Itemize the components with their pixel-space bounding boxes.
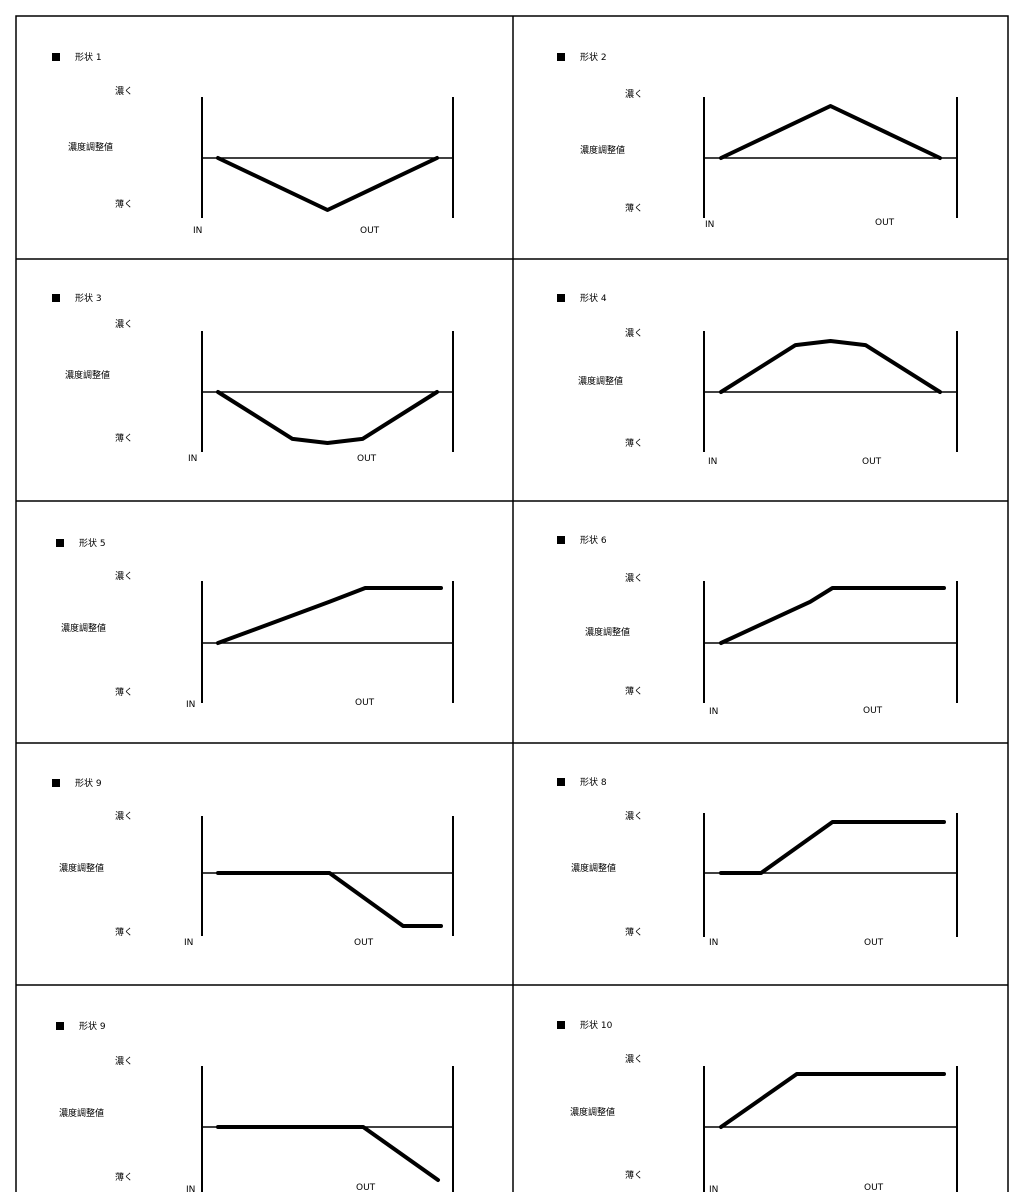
label-density-adjustment: 濃度調整値 [570,1106,615,1118]
label-density-adjustment: 濃度調整値 [68,141,113,153]
label-light: 薄く [115,1171,133,1183]
label-dark: 濃く [115,570,133,582]
label-light: 薄く [115,198,133,210]
label-dark: 濃く [115,85,133,97]
title-bullet-square [557,53,565,61]
title-bullet-square [557,778,565,786]
label-dark: 濃く [625,572,643,584]
label-density-adjustment: 濃度調整値 [65,369,110,381]
label-density-adjustment: 濃度調整値 [59,1107,104,1119]
label-dark: 濃く [625,88,643,100]
adjustment-curve [216,586,443,645]
panel-title: 形状 6 [580,534,607,546]
adjustment-curve [216,1125,440,1182]
title-bullet-square [557,294,565,302]
label-dark: 濃く [115,1055,133,1067]
label-density-adjustment: 濃度調整値 [585,626,630,638]
title-bullet-square [52,294,60,302]
panel-title: 形状 8 [580,776,607,788]
panel-title: 形状 3 [75,292,102,304]
label-dark: 濃く [625,810,643,822]
grid-frame [15,15,1009,1192]
label-light: 薄く [115,926,133,938]
label-density-adjustment: 濃度調整値 [578,375,623,387]
panel-title: 形状 1 [75,51,102,63]
label-in: IN [184,938,193,948]
label-dark: 濃く [115,318,133,330]
label-density-adjustment: 濃度調整値 [571,862,616,874]
title-bullet-square [56,1022,64,1030]
label-in: IN [709,938,718,948]
label-density-adjustment: 濃度調整値 [59,862,104,874]
label-out: OUT [356,1183,376,1192]
label-dark: 濃く [625,327,643,339]
title-bullet-square [52,779,60,787]
label-light: 薄く [625,437,643,449]
panel-title: 形状 5 [79,537,106,549]
panel-title: 形状 9 [79,1020,106,1032]
label-density-adjustment: 濃度調整値 [61,622,106,634]
label-light: 薄く [115,432,133,444]
title-bullet-square [557,536,565,544]
panel-title: 形状 10 [580,1019,613,1031]
label-light: 薄く [625,202,643,214]
label-in: IN [188,454,197,464]
label-in: IN [709,707,718,717]
label-out: OUT [354,938,374,948]
label-light: 薄く [625,926,643,938]
label-light: 薄く [115,686,133,698]
label-in: IN [705,220,714,230]
label-dark: 濃く [625,1053,643,1065]
adjustment-curve [719,1072,946,1129]
label-density-adjustment: 濃度調整値 [580,144,625,156]
label-out: OUT [862,457,882,467]
label-in: IN [186,1185,195,1192]
label-in: IN [709,1185,718,1192]
label-in: IN [193,226,202,236]
label-out: OUT [360,226,380,236]
label-light: 薄く [625,685,643,697]
label-out: OUT [357,454,377,464]
label-out: OUT [864,1183,884,1192]
label-light: 薄く [625,1169,643,1181]
title-bullet-square [56,539,64,547]
label-in: IN [186,700,195,710]
adjustment-curve [216,156,439,212]
panel-title: 形状 2 [580,51,607,63]
adjustment-curve [216,871,443,928]
adjustment-curve [719,104,942,160]
label-dark: 濃く [115,810,133,822]
panel-title: 形状 4 [580,292,607,304]
label-out: OUT [864,938,884,948]
adjustment-curve [719,820,946,875]
adjustment-curve [216,390,439,445]
title-bullet-square [557,1021,565,1029]
label-out: OUT [875,218,895,228]
label-out: OUT [863,706,883,716]
label-in: IN [708,457,717,467]
label-out: OUT [355,698,375,708]
adjustment-curve [719,339,942,394]
panel-title: 形状 9 [75,777,102,789]
adjustment-curve [719,586,946,645]
title-bullet-square [52,53,60,61]
